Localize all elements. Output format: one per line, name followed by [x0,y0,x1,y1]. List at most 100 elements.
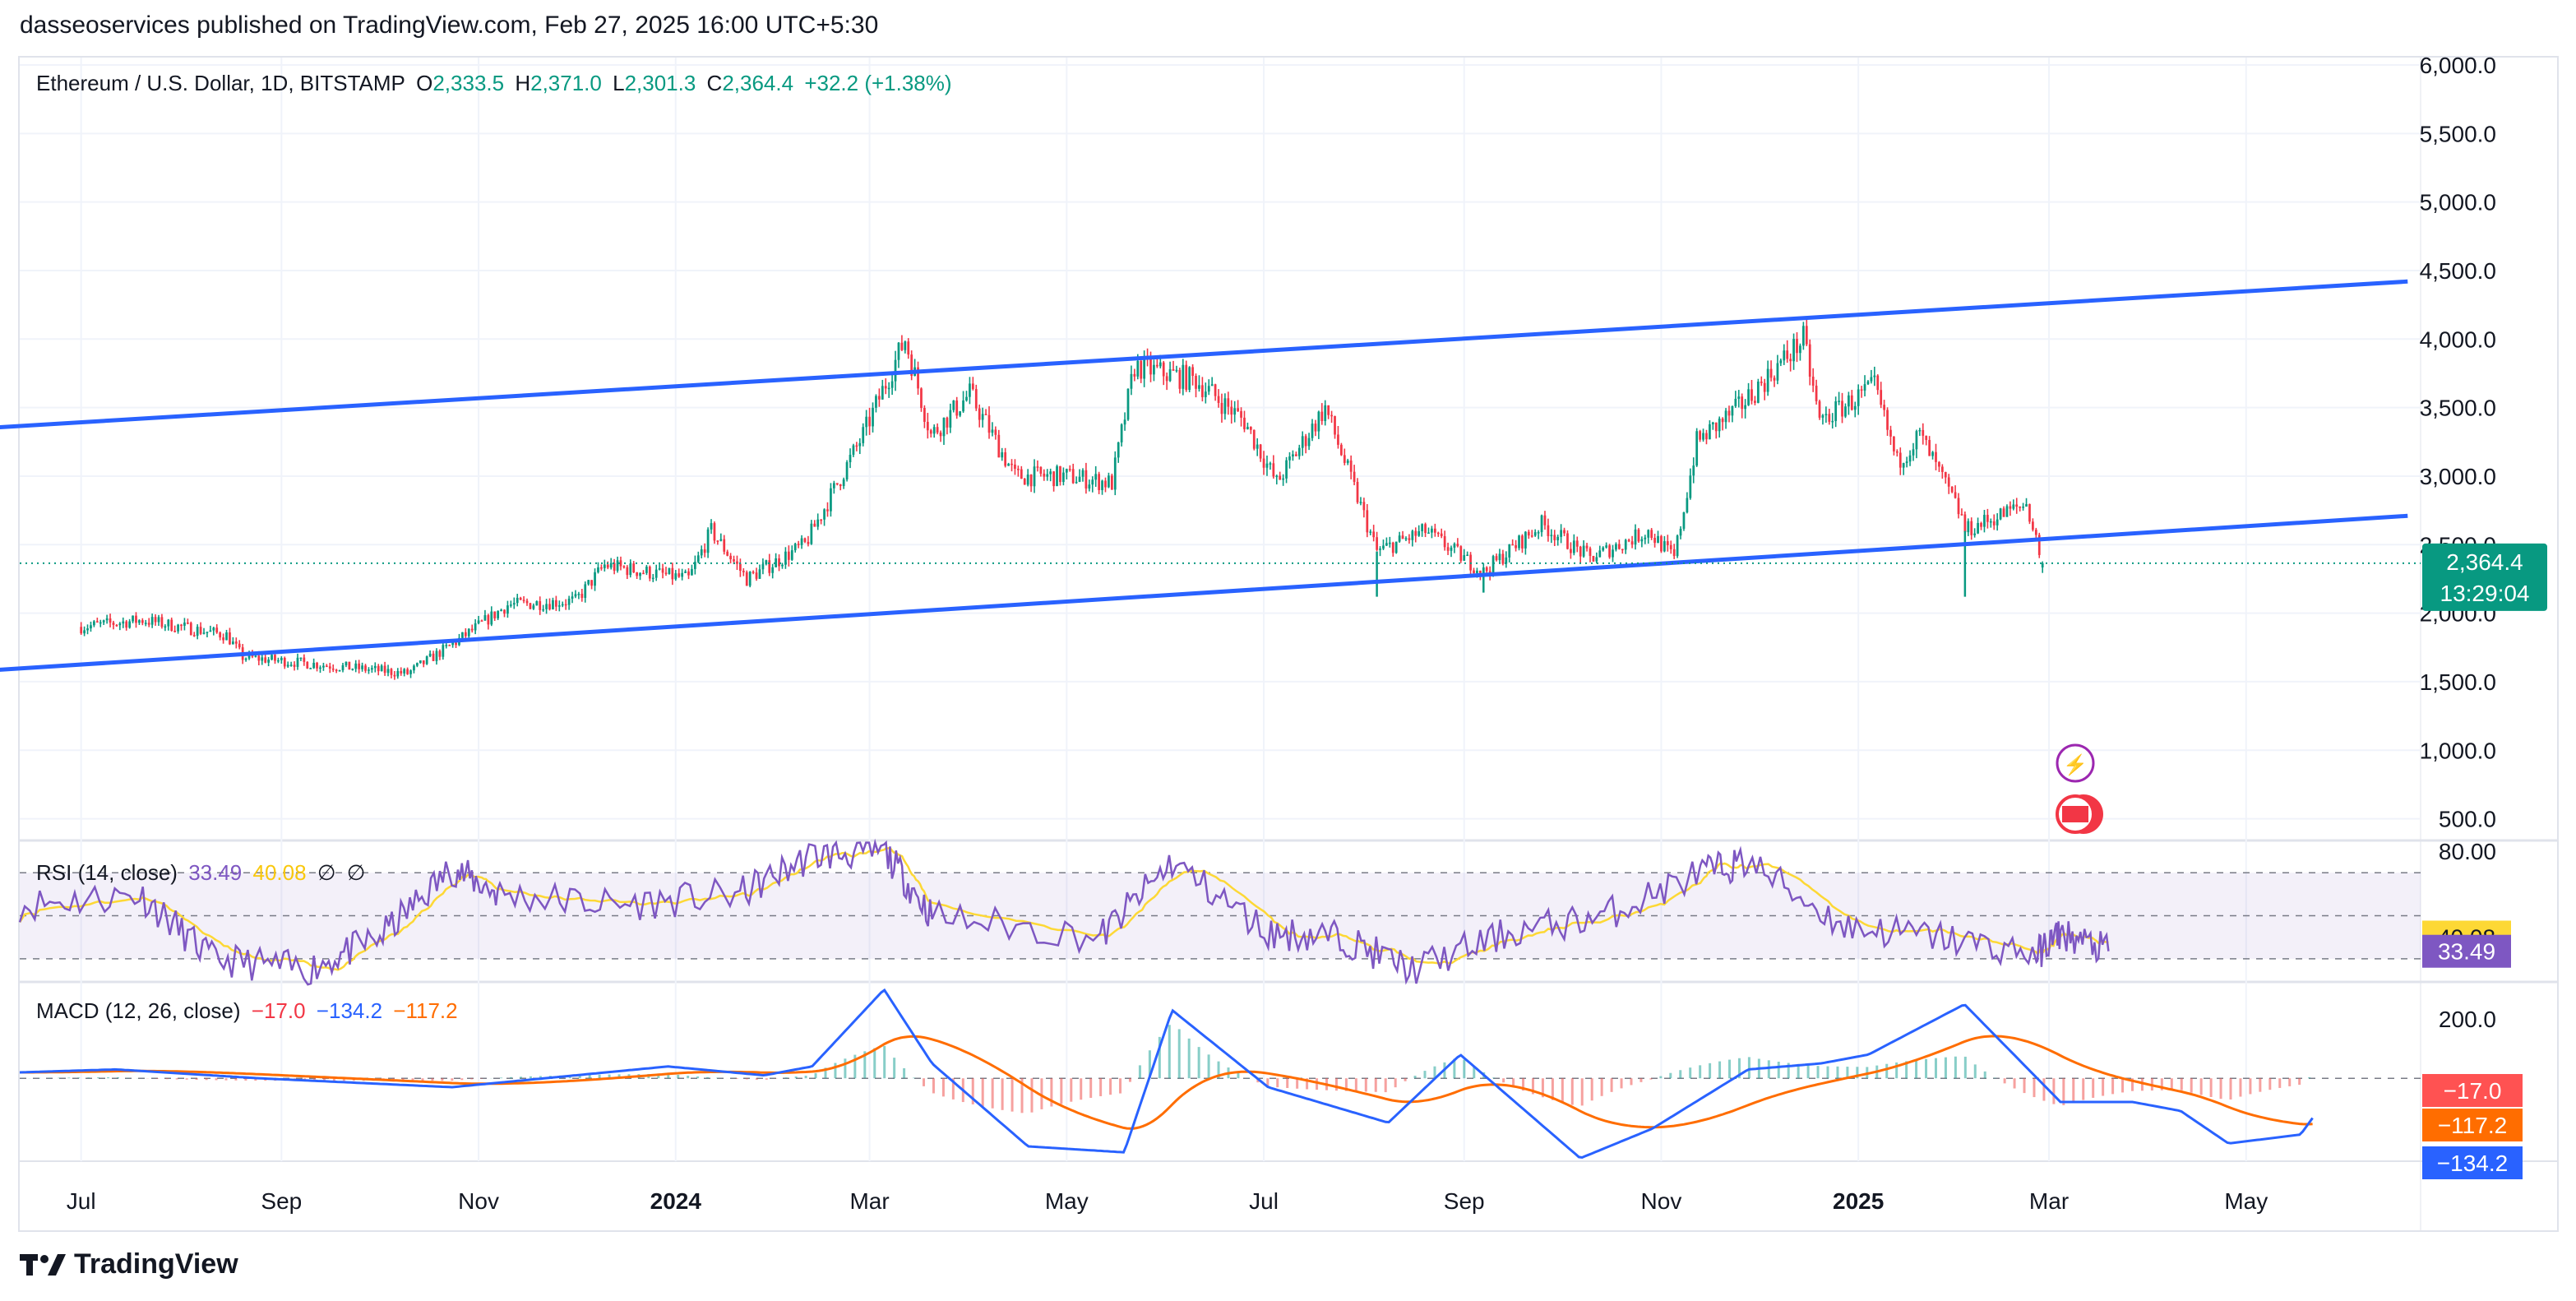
candle-body [2041,563,2044,568]
candle-body [2002,508,2005,517]
candle-body [1178,369,1182,389]
x-tick-label: 2025 [1833,1188,1884,1214]
candle-body [636,572,639,576]
candle-body [206,632,209,633]
candle-body [1686,498,1689,513]
candle-body [1049,471,1052,475]
candle-body [1491,556,1495,574]
candle-body [1165,376,1168,382]
candle-body [1065,469,1068,473]
candle-body [907,341,910,355]
candle-body [293,664,296,667]
candle-body [1256,444,1259,449]
candle-body [661,568,664,573]
candle-body [422,660,425,664]
candle-body [1980,522,1982,527]
candle-body [949,410,952,428]
candle-body [219,632,222,638]
candle-body [878,396,881,400]
candle-body [2034,530,2037,535]
candle-body [1918,429,1922,432]
candle-body [739,563,742,572]
candle-body [467,628,470,637]
tradingview-mark-icon [20,1252,66,1277]
candle-body [897,342,900,360]
candle-body [1727,410,1731,416]
candle-body [93,621,95,626]
candle-body [832,483,835,488]
candle-body [1848,395,1850,407]
candle-body [1572,540,1575,553]
candle-body [1805,326,1808,345]
x-tick-label: Sep [1444,1188,1485,1214]
candle-body [1850,395,1853,410]
candle-body [1346,460,1349,463]
candle-body [1288,456,1291,461]
candle-body [1908,455,1912,462]
price-badge [2422,543,2547,611]
x-tick-label: Nov [458,1188,499,1214]
candle-body [1766,368,1769,392]
candle-body [816,519,820,527]
candle-body [1721,419,1724,423]
tradingview-logo[interactable]: TradingView [20,1248,238,1280]
candle-body [480,620,483,622]
candle-body [987,414,991,433]
candle-body [1989,521,1992,523]
close-value: 2,364.4 [722,71,794,95]
candle-body [1427,532,1430,535]
candle-body [1385,543,1388,546]
candle-body [1986,515,1989,522]
candle-body [1436,532,1440,535]
candle-body [603,564,606,568]
candle-body [225,632,228,641]
candle-body [1556,536,1560,540]
candle-body [1796,339,1798,354]
candle-body [164,626,167,628]
candles-group [80,317,2044,680]
candle-body [691,568,693,576]
candle-body [1417,530,1421,536]
candle-body [461,632,464,638]
price-tick-label: 3,000.0 [2420,464,2496,489]
candle-body [875,396,877,408]
candle-body [1478,570,1482,575]
candle-body [639,572,641,576]
candle-body [1162,362,1165,377]
candle-body [981,414,984,420]
candle-body [1269,463,1272,465]
candle-body [1327,405,1330,415]
candle-body [1207,386,1210,392]
candle-body [1811,377,1815,386]
candle-body [594,572,596,586]
candle-body [965,396,968,400]
low-label: L [613,71,625,95]
candle-body [316,662,318,669]
candle-body [1880,390,1883,405]
candle-body [648,567,651,579]
candle-body [1314,424,1317,432]
candle-body [509,604,512,606]
candle-body [519,597,522,600]
candle-body [1954,492,1957,498]
candle-body [1653,538,1656,544]
flash-glyph: ⚡ [2063,753,2088,776]
candle-body [1029,475,1033,487]
candle-body [1957,498,1960,515]
candle-body [651,577,654,580]
macd-signal-line [20,1035,2313,1130]
candle-body [1272,463,1275,477]
candle-body [451,642,454,646]
candle-body [303,657,306,662]
candle-body [1149,359,1152,375]
candle-body [1133,373,1136,377]
candle-body [971,383,974,390]
candle-body [1482,567,1485,575]
candle-body [435,650,438,661]
event-icon-flash [2056,743,2095,783]
candle-body [826,509,829,512]
candle-body [1337,434,1339,445]
candle-body [1999,508,2002,520]
candle-body [668,567,671,574]
